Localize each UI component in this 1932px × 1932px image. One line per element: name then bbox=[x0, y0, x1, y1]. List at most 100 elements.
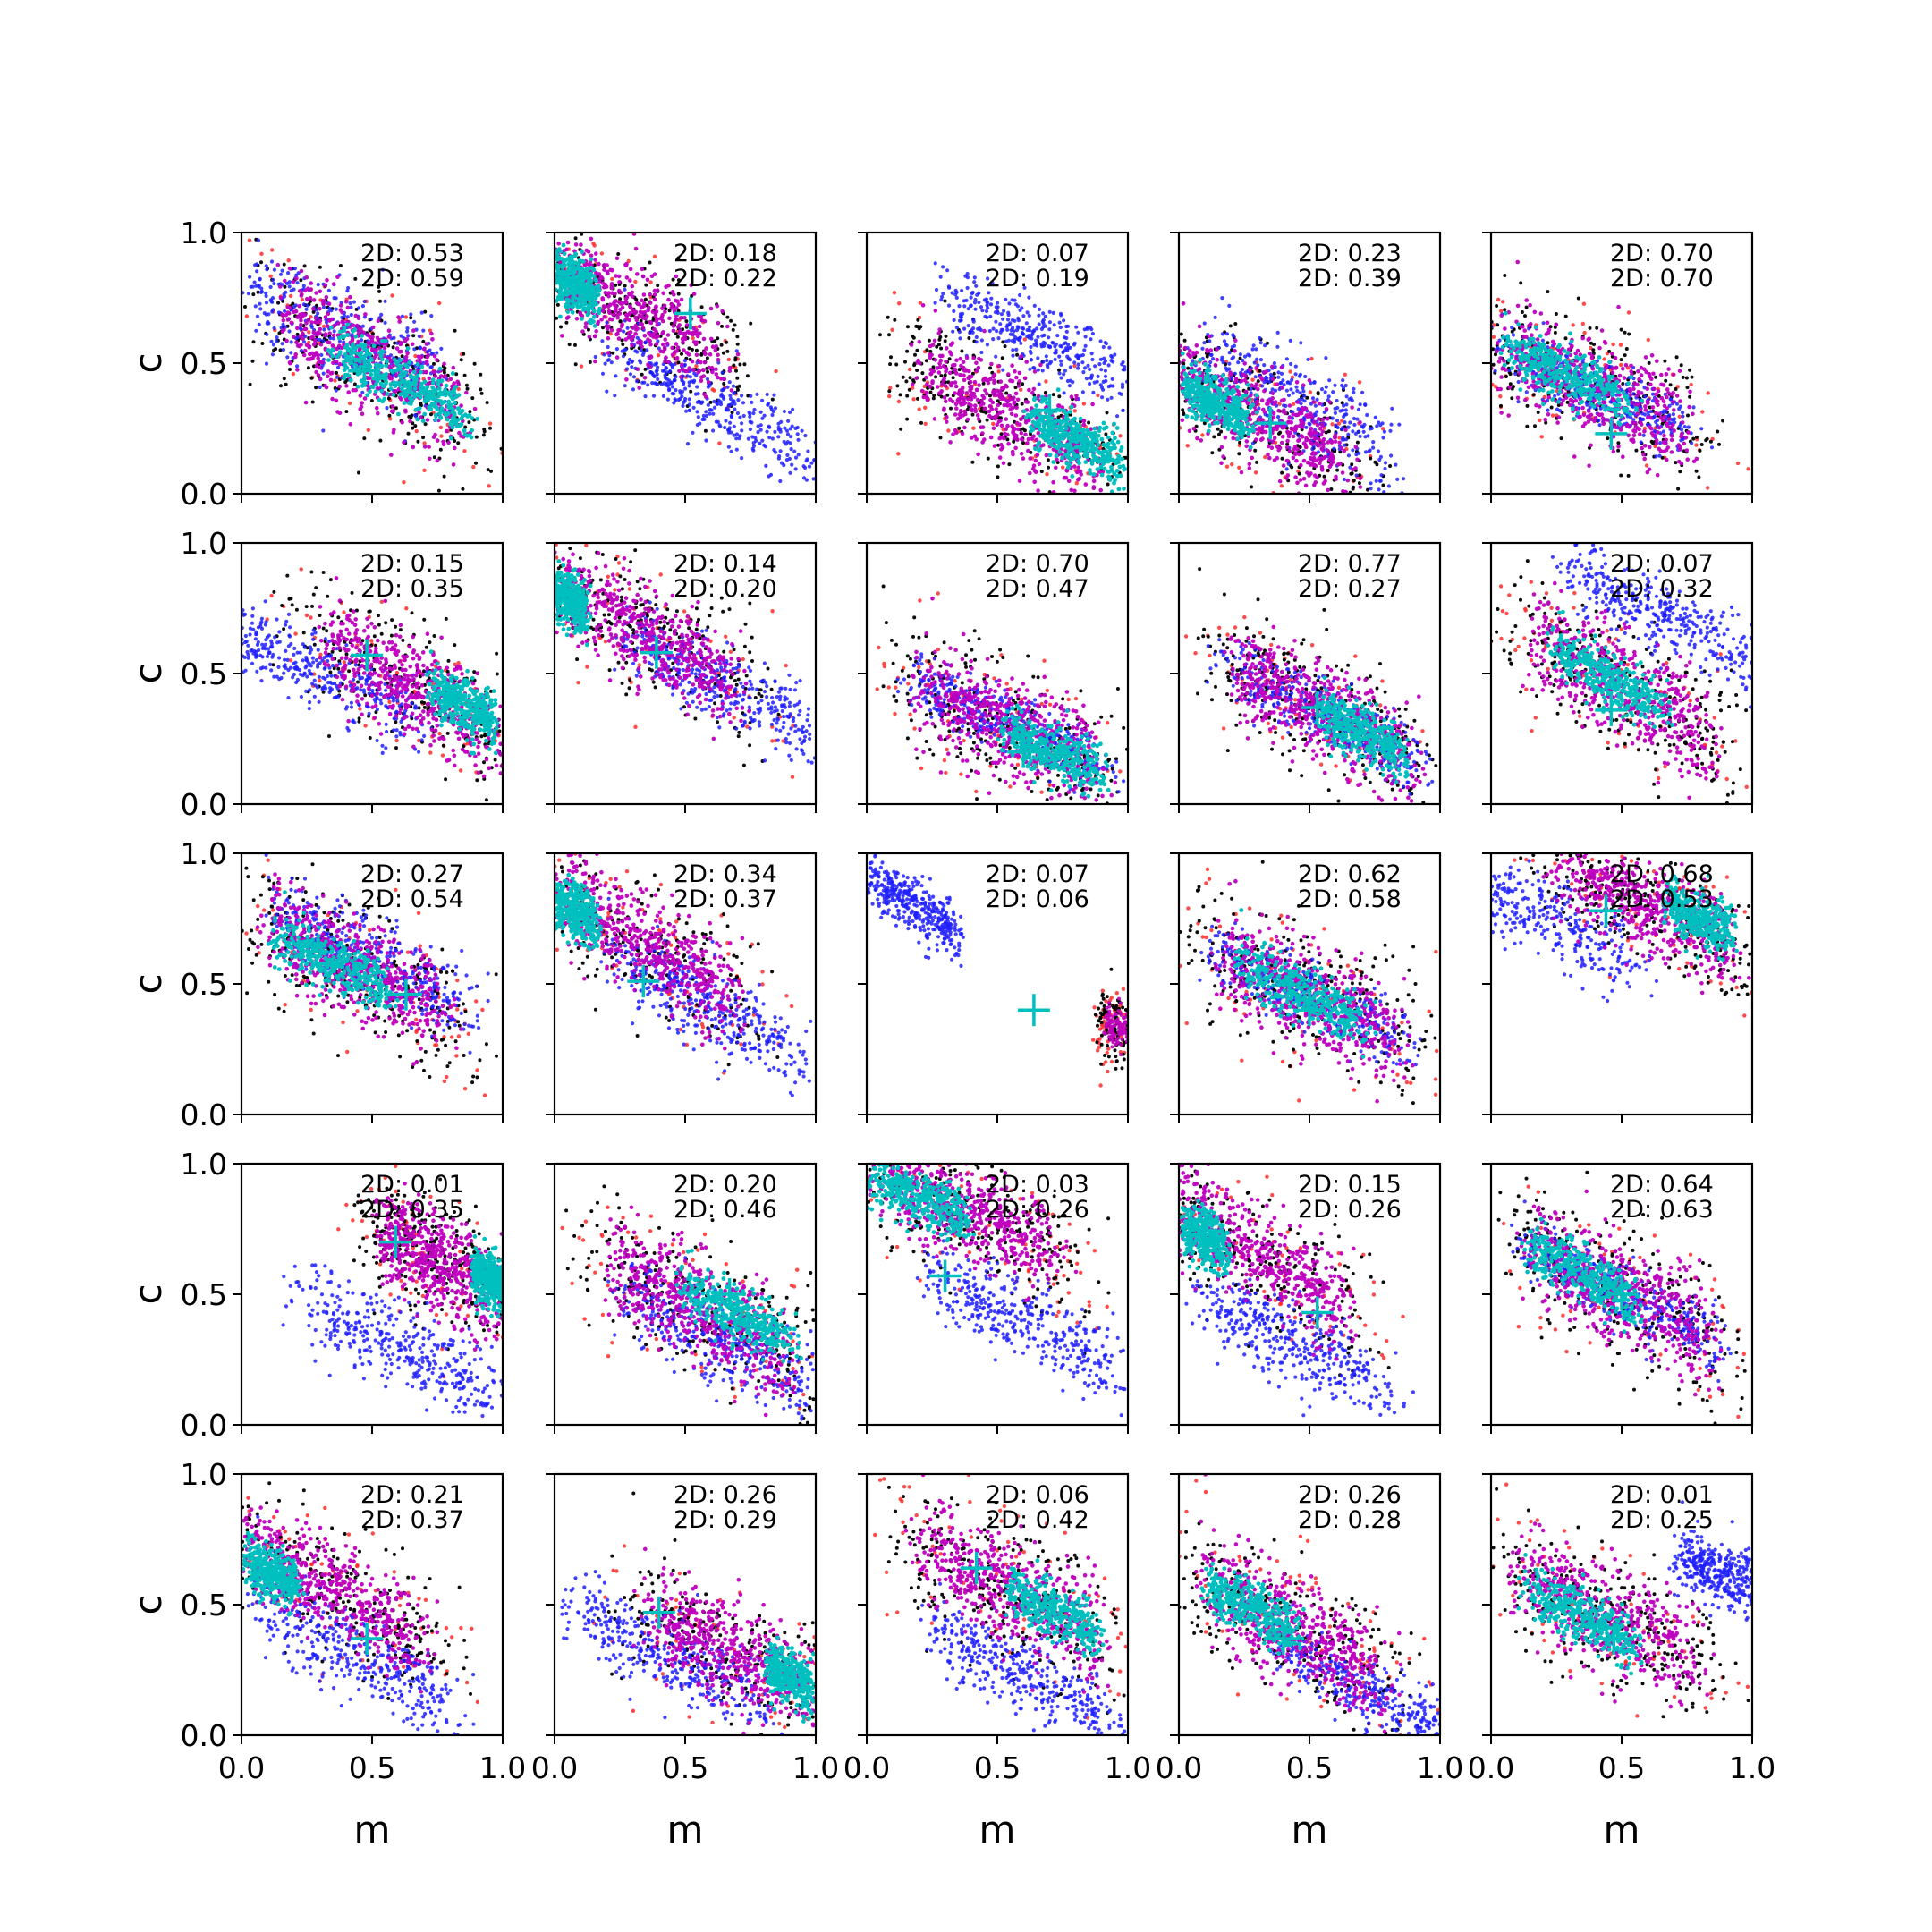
scatter-point bbox=[1044, 379, 1048, 384]
scatter-point bbox=[1021, 382, 1025, 386]
scatter-point bbox=[964, 298, 969, 302]
scatter-point bbox=[431, 369, 436, 375]
scatter-point bbox=[1081, 419, 1087, 424]
scatter-point bbox=[650, 381, 655, 386]
scatter-point bbox=[404, 364, 410, 369]
scatter-point bbox=[776, 456, 782, 461]
scatter-point bbox=[1055, 424, 1059, 429]
scatter-point bbox=[1001, 461, 1006, 466]
scatter-point bbox=[962, 377, 967, 383]
scatter-point bbox=[1058, 325, 1063, 330]
scatter-point bbox=[952, 318, 956, 322]
scatter-point bbox=[983, 314, 987, 318]
scatter-point bbox=[399, 397, 403, 402]
scatter-point bbox=[592, 263, 597, 267]
scatter-point bbox=[391, 393, 396, 397]
scatter-point bbox=[575, 280, 580, 284]
scatter-point bbox=[1012, 439, 1016, 444]
scatter-point bbox=[419, 381, 424, 386]
scatter-point bbox=[878, 333, 882, 337]
scatter-point bbox=[1039, 394, 1045, 400]
scatter-point bbox=[301, 340, 307, 344]
scatter-point bbox=[623, 284, 627, 288]
scatter-point bbox=[1219, 429, 1224, 434]
scatter-point bbox=[292, 267, 297, 271]
scatter-point bbox=[1040, 334, 1045, 338]
scatter-point bbox=[382, 392, 386, 396]
scatter-point bbox=[391, 363, 396, 369]
scatter-point bbox=[933, 309, 938, 313]
scatter-point bbox=[606, 294, 611, 299]
scatter-point bbox=[962, 326, 967, 331]
scatter-point bbox=[789, 447, 793, 452]
scatter-point bbox=[383, 377, 388, 383]
scatter-point bbox=[409, 312, 413, 317]
scatter-point bbox=[928, 352, 932, 357]
scatter-point bbox=[654, 361, 659, 366]
scatter-point bbox=[918, 301, 923, 305]
scatter-point bbox=[1091, 472, 1097, 477]
scatter-point bbox=[776, 421, 781, 426]
scatter-point bbox=[606, 324, 611, 329]
scatter-point bbox=[684, 319, 689, 324]
scatter-point bbox=[1038, 362, 1043, 368]
scatter-point bbox=[602, 352, 606, 357]
scatter-point bbox=[271, 343, 275, 347]
scatter-point bbox=[1115, 414, 1120, 419]
scatter-point bbox=[1072, 409, 1078, 413]
scatter-point bbox=[386, 396, 391, 401]
scatter-point bbox=[469, 435, 474, 440]
scatter-point bbox=[287, 360, 292, 365]
scatter-point bbox=[300, 292, 304, 297]
scatter-point bbox=[1088, 326, 1092, 330]
scatter-point bbox=[318, 318, 323, 323]
scatter-point bbox=[1009, 411, 1014, 417]
scatter-point bbox=[1063, 369, 1068, 373]
scatter-point bbox=[1064, 445, 1070, 450]
scatter-point bbox=[1072, 363, 1077, 369]
scatter-point bbox=[609, 285, 614, 291]
scatter-point bbox=[1233, 322, 1238, 326]
scatter-point bbox=[640, 380, 645, 385]
scatter-point bbox=[613, 394, 617, 398]
scatter-point bbox=[606, 358, 610, 362]
scatter-point bbox=[709, 365, 715, 370]
scatter-point bbox=[1079, 440, 1084, 445]
scatter-point bbox=[449, 419, 453, 425]
scatter-point bbox=[641, 351, 646, 355]
scatter-point bbox=[280, 342, 284, 346]
scatter-point bbox=[941, 292, 945, 296]
scatter-point bbox=[1074, 481, 1080, 486]
scatter-point bbox=[970, 412, 975, 417]
scatter-point bbox=[691, 336, 695, 341]
scatter-point bbox=[585, 267, 589, 273]
scatter-point bbox=[391, 345, 395, 350]
scatter-point bbox=[1095, 379, 1099, 384]
scatter-point bbox=[377, 397, 382, 402]
scatter-point bbox=[320, 299, 326, 303]
scatter-point bbox=[356, 316, 361, 321]
scatter-point bbox=[1071, 436, 1076, 441]
scatter-point bbox=[1104, 425, 1109, 430]
scatter-point bbox=[1043, 314, 1047, 318]
scatter-point bbox=[456, 406, 461, 411]
scatter-point bbox=[695, 422, 700, 428]
scatter-point bbox=[984, 411, 988, 415]
scatter-point bbox=[455, 379, 460, 385]
scatter-point bbox=[916, 396, 919, 401]
scatter-point bbox=[402, 480, 406, 485]
scatter-point bbox=[344, 410, 349, 414]
scatter-point bbox=[624, 275, 630, 280]
scatter-point bbox=[689, 283, 693, 288]
scatter-point bbox=[1096, 393, 1100, 398]
scatter-point bbox=[694, 373, 699, 377]
scatter-point bbox=[776, 435, 781, 439]
scatter-point bbox=[402, 394, 407, 399]
annotation-text: 2D: 0.22 bbox=[674, 265, 777, 292]
scatter-point bbox=[959, 363, 963, 369]
scatter-point bbox=[1056, 415, 1061, 419]
scatter-point bbox=[1104, 432, 1108, 436]
scatter-point bbox=[444, 412, 449, 418]
scatter-point bbox=[299, 316, 303, 320]
